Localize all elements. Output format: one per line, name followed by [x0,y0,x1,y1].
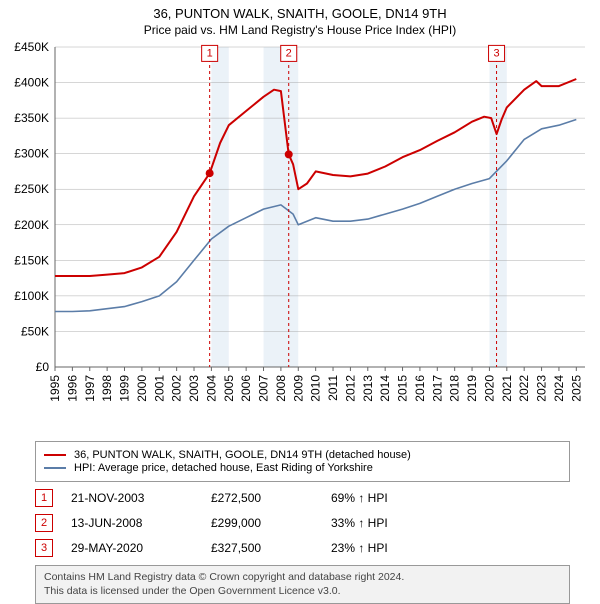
svg-text:£200K: £200K [14,218,49,232]
svg-text:£50K: £50K [21,324,49,338]
sale-price: £272,500 [211,491,331,505]
svg-text:2013: 2013 [361,375,375,402]
svg-text:£300K: £300K [14,147,49,161]
legend-swatch [44,454,66,456]
svg-text:2000: 2000 [135,375,149,402]
svg-text:2016: 2016 [413,375,427,402]
svg-text:2025: 2025 [569,375,583,402]
sale-price: £327,500 [211,541,331,555]
chart-title-block: 36, PUNTON WALK, SNAITH, GOOLE, DN14 9TH… [0,0,600,37]
svg-text:2019: 2019 [465,375,479,402]
svg-text:2008: 2008 [274,375,288,402]
sale-marker-badge: 3 [35,539,53,557]
sales-row: 1 21-NOV-2003£272,50069% ↑ HPI [35,489,570,507]
svg-text:£250K: £250K [14,182,49,196]
sale-pct: 33% ↑ HPI [331,516,388,530]
svg-text:2023: 2023 [535,375,549,402]
chart-title: 36, PUNTON WALK, SNAITH, GOOLE, DN14 9TH [0,6,600,21]
svg-text:1998: 1998 [100,375,114,402]
sale-date: 29-MAY-2020 [71,541,211,555]
sale-price: £299,000 [211,516,331,530]
svg-text:1: 1 [207,47,213,59]
chart-svg: £0 £50K £100K £150K £200K £250K £300K £350K £400… [0,37,600,437]
sale-date: 13-JUN-2008 [71,516,211,530]
sales-row: 2 13-JUN-2008£299,00033% ↑ HPI [35,514,570,532]
svg-text:2012: 2012 [343,375,357,402]
svg-text:£350K: £350K [14,111,49,125]
sale-marker-badge: 1 [35,489,53,507]
svg-text:2007: 2007 [257,375,271,402]
svg-text:2004: 2004 [204,375,218,402]
svg-text:2009: 2009 [291,375,305,402]
svg-text:2001: 2001 [152,375,166,402]
legend-label: HPI: Average price, detached house, East… [74,462,373,474]
svg-text:£400K: £400K [14,76,49,90]
svg-text:2003: 2003 [187,375,201,402]
legend: 36, PUNTON WALK, SNAITH, GOOLE, DN14 9TH… [35,441,570,482]
svg-text:£0: £0 [36,360,50,374]
sale-date: 21-NOV-2003 [71,491,211,505]
svg-text:2002: 2002 [170,375,184,402]
sale-pct: 69% ↑ HPI [331,491,388,505]
svg-text:2006: 2006 [239,375,253,402]
sales-table: 1 21-NOV-2003£272,50069% ↑ HPI 2 13-JUN-200… [35,489,570,557]
attribution-line: Contains HM Land Registry data © Crown c… [44,571,561,585]
attribution-line: This data is licensed under the Open Gov… [44,585,561,599]
chart: £0 £50K £100K £150K £200K £250K £300K £350K £400… [0,37,600,437]
sales-row: 3 29-MAY-2020£327,50023% ↑ HPI [35,539,570,557]
svg-text:2: 2 [286,47,292,59]
legend-swatch [44,467,66,469]
svg-text:£100K: £100K [14,289,49,303]
legend-label: 36, PUNTON WALK, SNAITH, GOOLE, DN14 9TH… [74,449,411,461]
svg-text:2017: 2017 [430,375,444,402]
svg-text:2021: 2021 [500,375,514,402]
svg-text:2011: 2011 [326,375,340,401]
svg-text:1997: 1997 [83,375,97,402]
svg-text:1996: 1996 [65,375,79,402]
svg-text:2015: 2015 [396,375,410,402]
attribution: Contains HM Land Registry data © Crown c… [35,565,570,604]
chart-subtitle: Price paid vs. HM Land Registry's House … [0,23,600,37]
svg-text:2022: 2022 [517,375,531,402]
svg-text:2020: 2020 [482,375,496,402]
legend-item: 36, PUNTON WALK, SNAITH, GOOLE, DN14 9TH… [44,449,561,461]
svg-text:2005: 2005 [222,375,236,402]
sale-pct: 23% ↑ HPI [331,541,388,555]
svg-text:2024: 2024 [552,375,566,402]
svg-text:1999: 1999 [118,375,132,402]
svg-text:3: 3 [493,47,499,59]
sale-marker-badge: 2 [35,514,53,532]
svg-text:£150K: £150K [14,253,49,267]
svg-text:2010: 2010 [309,375,323,402]
svg-text:1995: 1995 [48,375,62,402]
svg-text:2014: 2014 [378,375,392,402]
legend-item: HPI: Average price, detached house, East… [44,462,561,474]
svg-text:£450K: £450K [14,40,49,54]
svg-text:2018: 2018 [448,375,462,402]
